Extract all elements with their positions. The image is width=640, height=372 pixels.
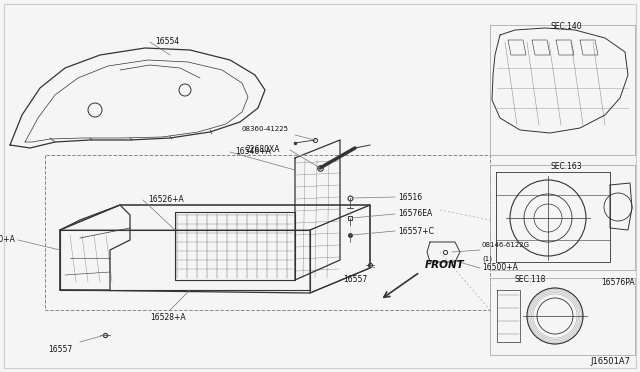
Text: 08360-41225: 08360-41225 (241, 126, 289, 132)
Text: J16501A7: J16501A7 (590, 357, 630, 366)
Text: 16516: 16516 (398, 192, 422, 202)
Text: 16526+A: 16526+A (148, 196, 184, 205)
Text: 16500+A: 16500+A (0, 235, 15, 244)
Text: 16576EA: 16576EA (398, 209, 432, 218)
Text: (1): (1) (482, 256, 492, 263)
Text: SEC.140: SEC.140 (550, 22, 582, 31)
Text: 16500+A: 16500+A (482, 263, 518, 273)
Text: 16546+A: 16546+A (235, 148, 271, 157)
Text: SEC.118: SEC.118 (515, 275, 546, 284)
Text: 16557: 16557 (48, 345, 72, 354)
Text: 16557: 16557 (343, 275, 367, 284)
Text: 08146-6122G: 08146-6122G (482, 242, 530, 248)
Text: 16528+A: 16528+A (150, 313, 186, 322)
Text: 22680XA: 22680XA (246, 145, 280, 154)
Text: 16557+C: 16557+C (398, 227, 434, 235)
Text: 16576PA: 16576PA (601, 278, 635, 287)
Text: SEC.163: SEC.163 (550, 162, 582, 171)
Text: FRONT: FRONT (425, 260, 465, 270)
Text: 16554: 16554 (155, 38, 179, 46)
FancyBboxPatch shape (4, 4, 636, 368)
